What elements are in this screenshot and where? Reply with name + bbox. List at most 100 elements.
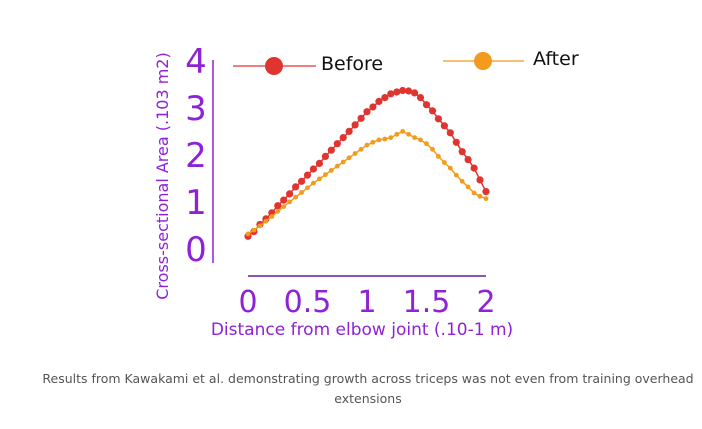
legend: Before After <box>233 48 579 75</box>
chart: 0 1 2 3 4 0 0.5 1 1.5 2 Cross-sectional Area (.1… <box>153 42 579 340</box>
legend-before-label: Before <box>321 53 383 75</box>
data-point-after <box>459 178 465 184</box>
data-point-before <box>411 89 419 97</box>
data-point-before <box>363 108 371 116</box>
data-point-before <box>339 134 347 142</box>
data-point-before <box>298 177 306 185</box>
data-point-after <box>358 146 364 152</box>
data-point-before <box>286 190 294 198</box>
data-point-after <box>483 196 489 202</box>
caption-line-2: extensions <box>334 391 402 406</box>
data-point-after <box>287 199 292 205</box>
data-point-before <box>274 202 282 210</box>
series-after <box>245 129 489 237</box>
data-point-after <box>453 172 459 178</box>
data-point-after <box>418 137 423 143</box>
data-point-before <box>470 164 478 172</box>
data-point-before <box>381 94 389 102</box>
legend-before-marker <box>265 57 283 75</box>
data-point-before <box>422 101 431 109</box>
data-point-after <box>340 159 346 165</box>
data-point-before <box>292 183 300 191</box>
data-point-after <box>346 155 352 161</box>
data-point-before <box>393 88 401 96</box>
data-point-before <box>315 159 323 167</box>
data-point-before <box>405 87 413 95</box>
data-point-before <box>464 156 472 164</box>
data-point-after <box>400 129 406 134</box>
y-axis-label: Cross-sectional Area (.103 m2) <box>153 52 172 299</box>
data-point-after <box>305 185 310 191</box>
data-point-after <box>328 168 334 173</box>
y-tick-label: 3 <box>185 89 207 129</box>
data-point-before <box>434 115 442 123</box>
data-point-after <box>424 141 429 147</box>
x-tick-label: 1 <box>357 285 376 320</box>
data-point-after <box>364 142 370 148</box>
data-point-after <box>394 131 400 137</box>
data-point-before <box>399 86 407 95</box>
data-point-after <box>430 146 435 152</box>
data-point-after <box>245 231 251 237</box>
data-point-after <box>334 163 340 169</box>
x-tick-label: 1.5 <box>403 285 451 320</box>
y-tick-label: 0 <box>185 230 207 270</box>
data-point-before <box>309 165 317 173</box>
y-tick-label: 4 <box>185 42 207 82</box>
data-point-before <box>476 176 484 184</box>
x-tick-label: 0 <box>238 285 257 320</box>
data-point-after <box>323 172 328 178</box>
x-tick-label: 0.5 <box>284 285 332 320</box>
x-tick-label: 2 <box>476 285 495 320</box>
data-point-after <box>281 204 287 210</box>
data-point-after <box>447 165 453 171</box>
data-point-before <box>345 127 353 135</box>
data-point-after <box>251 227 257 233</box>
data-point-after <box>442 160 447 165</box>
data-point-before <box>428 107 437 115</box>
data-point-after <box>436 154 441 159</box>
data-point-after <box>269 214 275 219</box>
legend-after-marker <box>474 52 492 70</box>
data-point-before <box>327 146 335 154</box>
data-point-after <box>299 190 304 195</box>
data-point-before <box>375 97 383 105</box>
data-point-before <box>416 94 425 102</box>
data-point-after <box>382 136 388 142</box>
data-point-after <box>465 184 471 190</box>
data-point-after <box>257 223 263 229</box>
data-point-before <box>280 196 288 204</box>
data-point-before <box>452 138 460 146</box>
data-point-before <box>333 140 341 148</box>
y-tick-label: 1 <box>185 183 207 223</box>
caption-line-1: Results from Kawakami et al. demonstrati… <box>42 371 694 386</box>
figure-caption: Results from Kawakami et al. demonstrati… <box>40 369 696 409</box>
data-point-after <box>471 190 477 196</box>
data-point-after <box>388 135 394 141</box>
series-before <box>244 86 490 240</box>
data-point-after <box>311 180 316 186</box>
data-point-after <box>412 135 417 141</box>
data-point-after <box>352 151 358 156</box>
data-point-before <box>458 148 466 156</box>
data-point-after <box>275 208 281 214</box>
data-point-before <box>482 188 490 196</box>
data-point-before <box>387 90 395 98</box>
data-point-after <box>263 218 269 224</box>
data-point-before <box>369 103 377 111</box>
data-point-before <box>321 152 329 160</box>
data-point-before <box>357 114 365 122</box>
data-point-before <box>446 129 454 137</box>
data-point-after <box>406 131 411 137</box>
data-point-after <box>293 194 298 200</box>
y-tick-label: 2 <box>185 136 207 176</box>
x-axis-label: Distance from elbow joint (.10-1 m) <box>211 320 513 340</box>
data-point-after <box>376 137 382 143</box>
data-point-before <box>303 171 312 179</box>
data-point-before <box>440 122 448 130</box>
data-point-after <box>317 176 322 182</box>
legend-after-label: After <box>533 48 579 70</box>
data-point-before <box>351 121 359 129</box>
data-point-after <box>477 193 483 199</box>
data-point-after <box>370 139 376 145</box>
